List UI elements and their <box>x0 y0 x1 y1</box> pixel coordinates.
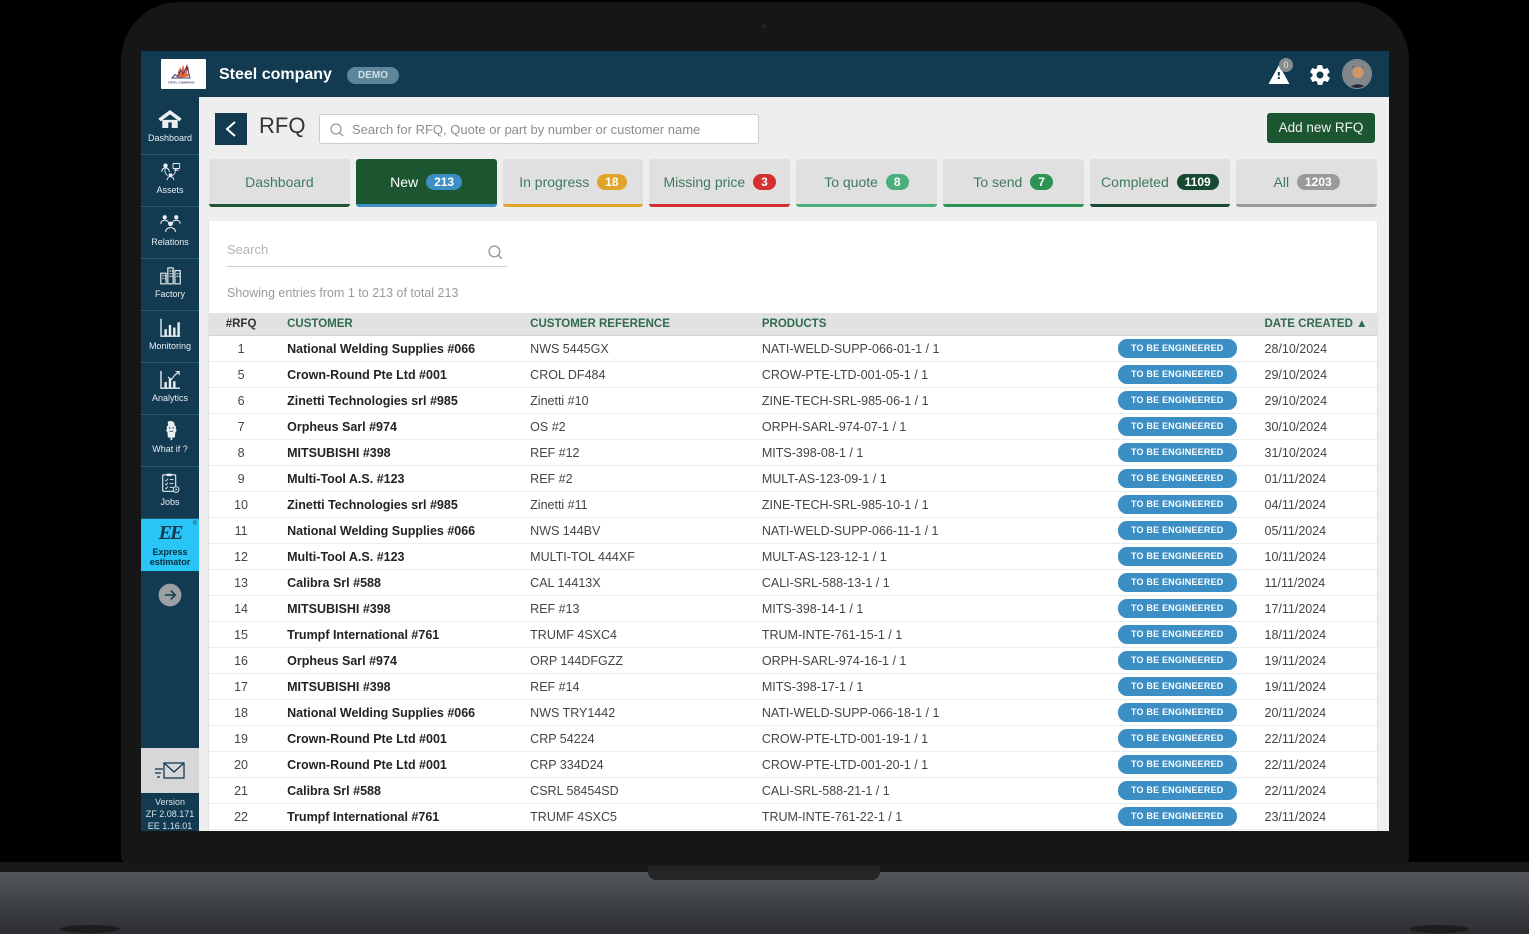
svg-text:STEEL COMPANY: STEEL COMPANY <box>168 81 196 85</box>
